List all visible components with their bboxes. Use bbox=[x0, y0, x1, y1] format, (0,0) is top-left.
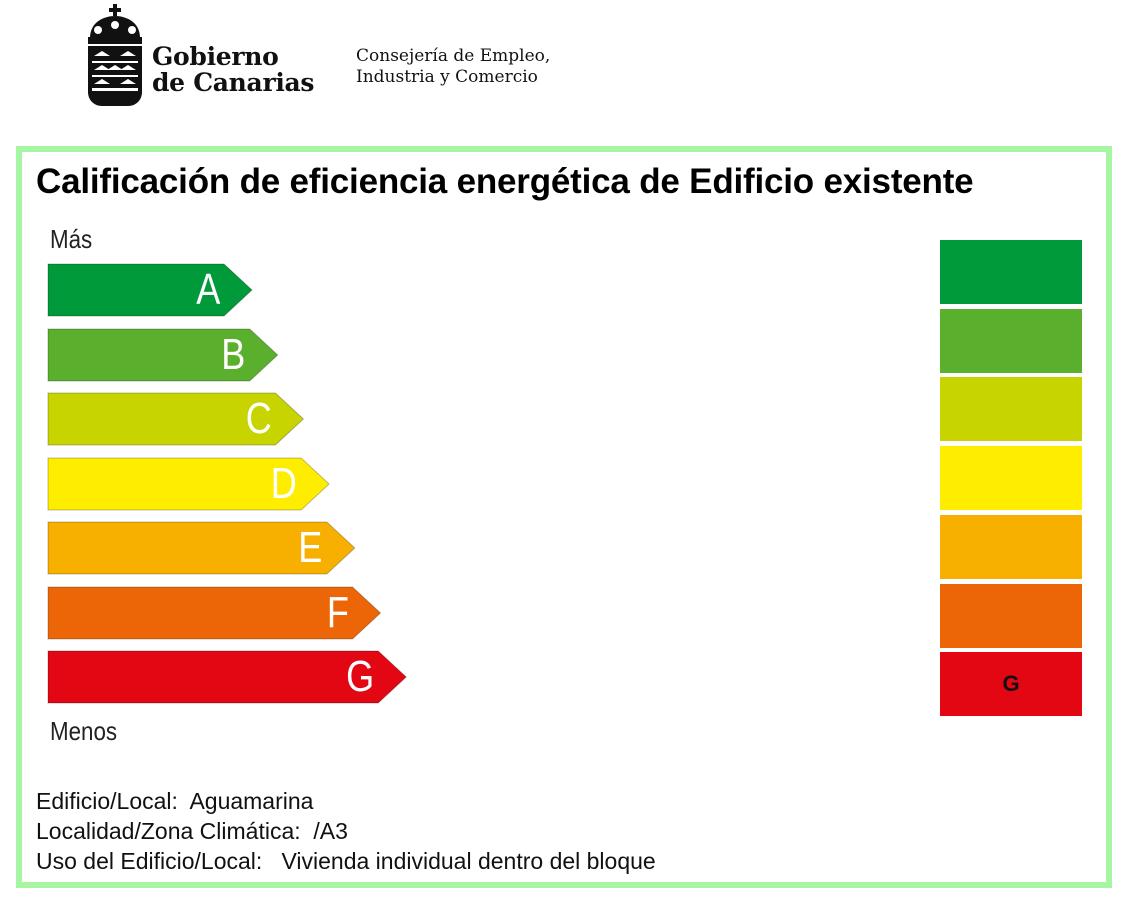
rating-letter-e: E bbox=[298, 523, 323, 572]
use-row: Uso del Edificio/Local: Vivienda individ… bbox=[36, 846, 656, 876]
rating-letter-d: D bbox=[271, 458, 298, 508]
org-name-line1: Gobierno bbox=[152, 42, 279, 71]
locality-label: Localidad/Zona Climática: bbox=[36, 818, 301, 844]
rating-letter-a: A bbox=[195, 265, 220, 314]
rating-cell-5 bbox=[940, 514, 1082, 579]
rating-arrow-g bbox=[47, 650, 407, 704]
more-efficient-label: Más bbox=[50, 224, 93, 254]
canary-islands-crest-icon bbox=[88, 4, 142, 106]
rating-bar-b: B bbox=[47, 328, 279, 381]
building-label: Edificio/Local: bbox=[36, 788, 178, 814]
rating-bar-e: E bbox=[47, 521, 356, 575]
department-name: Consejería de Empleo, Industria y Comerc… bbox=[356, 46, 550, 88]
rating-bar-a: A bbox=[47, 263, 253, 317]
energy-label-frame: Calificación de eficiencia energética de… bbox=[16, 146, 1112, 888]
rating-letter-c: C bbox=[245, 394, 272, 443]
rating-arrow-b bbox=[47, 328, 279, 381]
rating-cell-3 bbox=[940, 377, 1082, 442]
org-name-line2: de Canarias bbox=[152, 68, 315, 97]
rating-cell-1 bbox=[940, 240, 1082, 304]
rating-cell-4 bbox=[940, 446, 1082, 511]
locality-value: /A3 bbox=[313, 818, 348, 844]
rating-bar-d: D bbox=[47, 457, 330, 510]
rating-letter-g: G bbox=[346, 652, 375, 701]
building-row: Edificio/Local: Aguamarina bbox=[36, 786, 656, 816]
department-line1: Consejería de Empleo, bbox=[356, 46, 551, 66]
rating-arrow-a bbox=[47, 263, 253, 317]
rating-letter-b: B bbox=[221, 329, 246, 379]
rating-bar-c: C bbox=[47, 392, 305, 446]
rating-arrow-c bbox=[47, 392, 305, 446]
rating-cell-label: G bbox=[1002, 671, 1020, 697]
locality-row: Localidad/Zona Climática: /A3 bbox=[36, 816, 656, 846]
building-info: Edificio/Local: Aguamarina Localidad/Zon… bbox=[36, 786, 656, 876]
org-name: Gobierno de Canarias bbox=[152, 42, 315, 97]
certificate-title: Calificación de eficiencia energética de… bbox=[36, 162, 974, 201]
use-value: Vivienda individual dentro del bloque bbox=[281, 848, 656, 874]
rating-arrow-e bbox=[47, 521, 356, 575]
rating-bar-f: F bbox=[47, 586, 382, 639]
rating-letter-f: F bbox=[326, 587, 349, 637]
rating-arrow-d bbox=[47, 457, 330, 510]
rating-cell-2 bbox=[940, 308, 1082, 373]
rating-arrow-f bbox=[47, 586, 382, 639]
header: Gobierno de Canarias Consejería de Emple… bbox=[0, 0, 1126, 140]
rating-cell-6 bbox=[940, 583, 1082, 648]
rating-bar-g: G bbox=[47, 650, 407, 704]
department-line2: Industria y Comercio bbox=[356, 67, 538, 87]
rating-cell-7: G bbox=[940, 652, 1082, 717]
less-efficient-label: Menos bbox=[50, 716, 118, 746]
use-label: Uso del Edificio/Local: bbox=[36, 848, 263, 874]
building-value: Aguamarina bbox=[189, 788, 314, 814]
